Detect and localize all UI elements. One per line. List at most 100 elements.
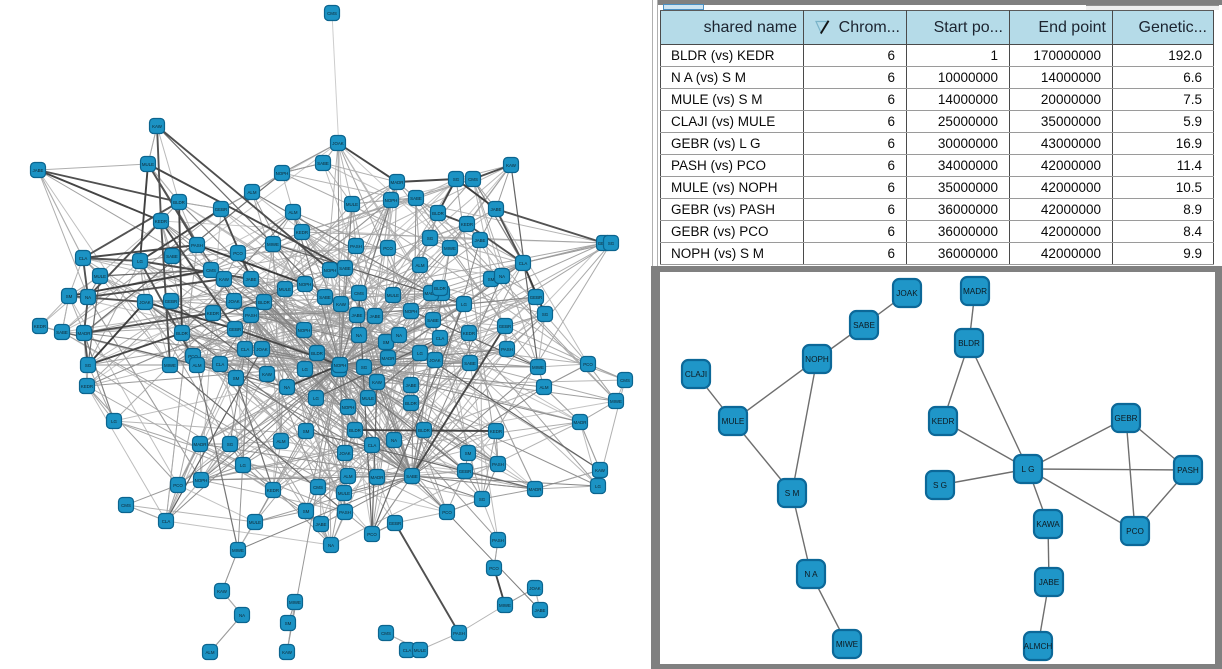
svg-text:JABE: JABE <box>352 313 363 318</box>
svg-text:KAW: KAW <box>217 589 228 594</box>
svg-text:SG: SG <box>542 312 549 317</box>
svg-text:LG: LG <box>595 484 601 489</box>
svg-text:JABE: JABE <box>1039 578 1060 587</box>
svg-text:BLDR: BLDR <box>434 286 446 291</box>
svg-text:PCO: PCO <box>367 532 377 537</box>
svg-text:NA: NA <box>328 543 334 548</box>
svg-text:SM: SM <box>303 509 310 514</box>
svg-text:SG: SG <box>85 363 92 368</box>
svg-text:MULE: MULE <box>279 287 291 292</box>
svg-text:PCO: PCO <box>583 362 593 367</box>
svg-text:SM: SM <box>285 621 292 626</box>
svg-text:MULE: MULE <box>142 162 154 167</box>
svg-text:SABE: SABE <box>317 161 329 166</box>
svg-text:CLA: CLA <box>216 362 225 367</box>
svg-text:BLDR: BLDR <box>349 428 361 433</box>
svg-text:BLDR: BLDR <box>173 200 185 205</box>
svg-text:CLA: CLA <box>368 443 377 448</box>
svg-text:NOPH: NOPH <box>385 198 398 203</box>
svg-text:PCO: PCO <box>1126 527 1144 536</box>
svg-text:JOAK: JOAK <box>896 289 918 298</box>
svg-text:NOPH: NOPH <box>299 282 312 287</box>
svg-text:CLA: CLA <box>79 256 88 261</box>
svg-text:SM: SM <box>488 277 495 282</box>
svg-text:KAW: KAW <box>219 277 230 282</box>
svg-text:PCO: PCO <box>489 566 499 571</box>
svg-text:PCO: PCO <box>233 251 243 256</box>
svg-text:SM: SM <box>383 340 390 345</box>
svg-text:NOPH: NOPH <box>195 478 208 483</box>
svg-text:JOAK: JOAK <box>256 347 268 352</box>
svg-text:MADR: MADR <box>382 356 395 361</box>
svg-text:ALM: ALM <box>192 363 201 368</box>
svg-text:MADR: MADR <box>371 475 384 480</box>
svg-text:NOPH: NOPH <box>276 171 289 176</box>
svg-text:JABE: JABE <box>370 314 381 319</box>
svg-text:JOAK: JOAK <box>332 141 344 146</box>
svg-text:CMS: CMS <box>327 11 337 16</box>
svg-text:SABE: SABE <box>464 361 476 366</box>
svg-text:NA: NA <box>396 333 402 338</box>
svg-text:CLA: CLA <box>403 648 412 653</box>
svg-text:MIWE: MIWE <box>232 548 244 553</box>
svg-text:MIWE: MIWE <box>610 399 622 404</box>
svg-text:SG: SG <box>361 365 368 370</box>
svg-text:MIWE: MIWE <box>499 603 511 608</box>
svg-text:CLA: CLA <box>436 336 445 341</box>
svg-text:ALMCH: ALMCH <box>1024 642 1053 651</box>
svg-text:CMS: CMS <box>620 378 630 383</box>
svg-text:CLA: CLA <box>162 519 171 524</box>
svg-text:NA: NA <box>391 438 397 443</box>
svg-text:S M: S M <box>785 489 800 498</box>
svg-text:JOAK: JOAK <box>139 300 151 305</box>
svg-text:SG: SG <box>479 497 486 502</box>
svg-text:N A: N A <box>804 570 818 579</box>
svg-text:ALM: ALM <box>288 210 297 215</box>
svg-text:PASH: PASH <box>492 462 504 467</box>
svg-text:MULE: MULE <box>94 274 106 279</box>
svg-text:GEBR: GEBR <box>165 299 177 304</box>
svg-text:KAW: KAW <box>282 650 293 655</box>
svg-text:MIWE: MIWE <box>444 246 456 251</box>
svg-text:ALM: ALM <box>247 190 256 195</box>
svg-text:JABE: JABE <box>475 238 486 243</box>
svg-text:JABE: JABE <box>406 383 417 388</box>
svg-text:PASH: PASH <box>492 538 504 543</box>
svg-text:CMS: CMS <box>381 631 391 636</box>
svg-text:MADR: MADR <box>425 291 438 296</box>
svg-text:SM: SM <box>233 376 240 381</box>
svg-text:GEBR: GEBR <box>499 324 511 329</box>
svg-text:PASH: PASH <box>339 510 351 515</box>
svg-text:LG: LG <box>313 396 319 401</box>
svg-text:SG: SG <box>608 241 615 246</box>
svg-text:SM: SM <box>303 429 310 434</box>
svg-text:ALM: ALM <box>415 263 424 268</box>
svg-text:KEDR: KEDR <box>932 417 955 426</box>
svg-text:ALM: ALM <box>539 385 548 390</box>
svg-text:SABE: SABE <box>166 254 178 259</box>
svg-text:NA: NA <box>239 613 245 618</box>
svg-text:MULE: MULE <box>414 648 426 653</box>
svg-text:KEDR: KEDR <box>81 384 93 389</box>
svg-text:MIWE: MIWE <box>532 365 544 370</box>
svg-text:BLDR: BLDR <box>176 331 188 336</box>
svg-text:PASH: PASH <box>191 243 203 248</box>
svg-text:CLAJI: CLAJI <box>685 370 707 379</box>
svg-text:NA: NA <box>499 274 505 279</box>
svg-text:MIWE: MIWE <box>836 640 859 649</box>
svg-text:GEBR: GEBR <box>215 207 227 212</box>
svg-text:LG: LG <box>302 367 308 372</box>
svg-text:NOPH: NOPH <box>342 405 355 410</box>
svg-text:KAW: KAW <box>595 468 606 473</box>
svg-text:GEBR: GEBR <box>229 327 241 332</box>
svg-text:MULE: MULE <box>338 491 350 496</box>
svg-text:GEBR: GEBR <box>459 469 471 474</box>
svg-text:CMS: CMS <box>354 291 364 296</box>
svg-text:MULE: MULE <box>722 417 745 426</box>
svg-text:KEDR: KEDR <box>490 429 502 434</box>
svg-text:CLA: CLA <box>519 261 528 266</box>
svg-text:BLDR: BLDR <box>405 401 417 406</box>
svg-text:SM: SM <box>66 294 73 299</box>
svg-text:PCO: PCO <box>383 246 393 251</box>
svg-text:JABE: JABE <box>491 207 502 212</box>
